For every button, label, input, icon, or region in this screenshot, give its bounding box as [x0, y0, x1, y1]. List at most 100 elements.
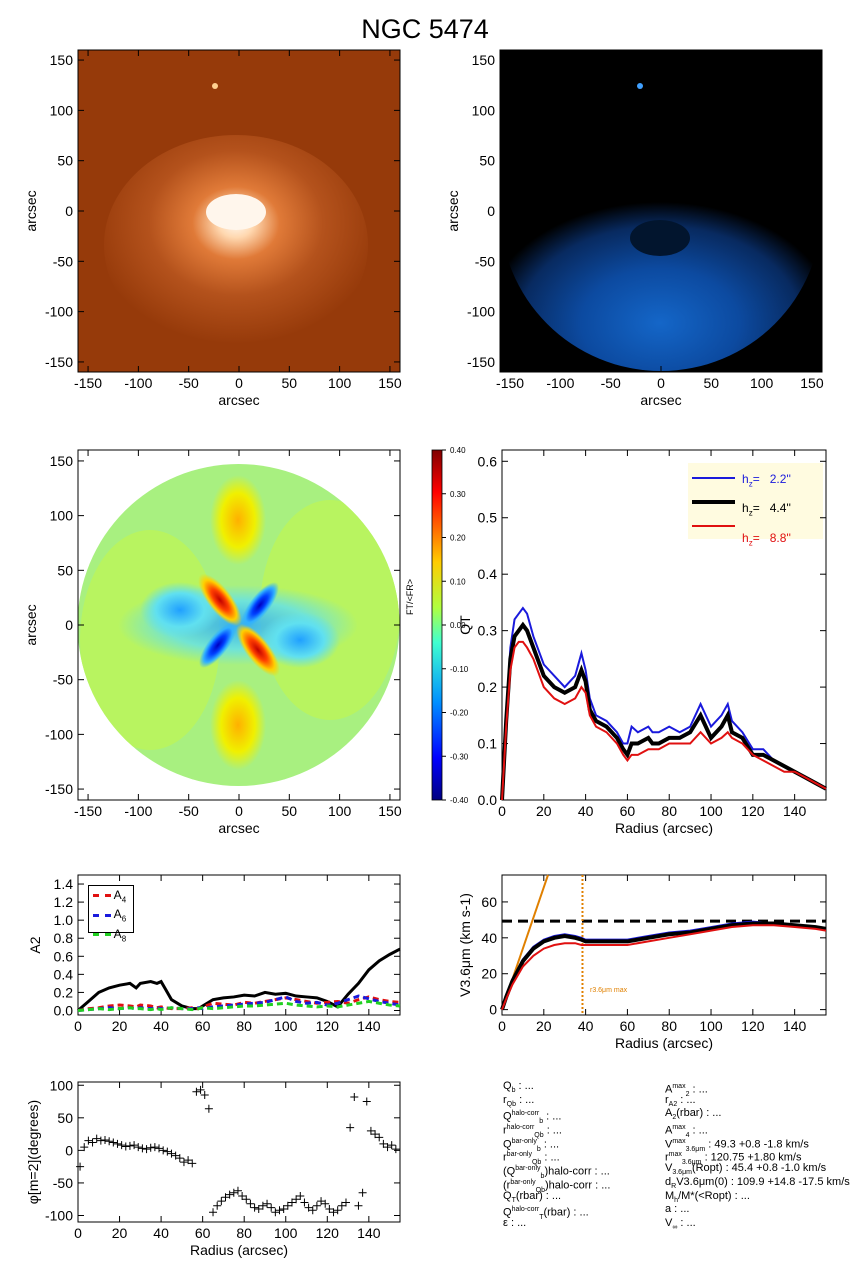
a2-series-A2 [77, 947, 401, 1012]
info-label: V [665, 1162, 673, 1175]
phase-point [196, 1085, 205, 1094]
rotation-curve-xtick-label: 120 [741, 1018, 765, 1034]
qt-profile-ytick-label: 0.2 [478, 679, 498, 695]
image-right-xtick-label: 100 [750, 375, 774, 391]
info-row: (rbar-onlyQb)halo-corr : ... [503, 1176, 610, 1194]
qt-profile-ytick-label: 0.4 [478, 566, 498, 582]
phase-point [242, 1195, 251, 1204]
phase-point [88, 1138, 97, 1147]
phase-point [329, 1208, 338, 1217]
image-right-xtick-label: 0 [657, 375, 665, 391]
qt-legend-entry-2: hz= 4.4'' [742, 501, 791, 518]
image-left-ytick-label: 50 [57, 153, 73, 169]
info-sub: 3.6μm [681, 1159, 702, 1167]
qt-series-4.4'' [500, 621, 827, 801]
qt-profile-xlabel: Radius (arcsec) [615, 820, 713, 836]
info-row: rbar-onlyQb : ... [503, 1148, 610, 1166]
image-right-xtick-label: 50 [704, 375, 720, 391]
qt-profile-ytick-label: 0.0 [478, 792, 498, 808]
phase-point [246, 1199, 255, 1208]
info-row: dRV3.6μm(0) : 109.9 +14.8 -17.5 km/s/kpc [665, 1176, 850, 1190]
phase-point [80, 1143, 89, 1152]
info-label: A [665, 1107, 673, 1120]
info-row: Mh/M*(<Ropt) : ... [665, 1190, 850, 1204]
colorbar-tick-label: -0.30 [450, 752, 469, 761]
fourier-amplitudes-ytick-label: 1.4 [54, 876, 74, 892]
fourier-amplitudes-frame [77, 874, 401, 1016]
fourier-amplitudes-ytick-label: 0.8 [54, 930, 74, 946]
a2-legend-entry-a8: A8 [93, 927, 129, 946]
torque-map-xtick-label: -100 [124, 803, 152, 819]
phase-point [371, 1130, 380, 1139]
colorbar-tick-label: -0.40 [450, 796, 469, 805]
rotation-curve-xtick-label: 60 [620, 1018, 636, 1034]
info-value: )halo-corr : ... [544, 1165, 610, 1178]
fourier-amplitudes-ytick-label: 1.2 [54, 894, 74, 910]
info-sub: 4 [685, 1131, 690, 1139]
phase-point [366, 1126, 375, 1135]
phase-point [312, 1201, 321, 1210]
figure-title: NGC 5474 [361, 14, 489, 44]
info-sub: b [536, 1145, 541, 1153]
info-row: Qhalo-corrb : ... [503, 1107, 610, 1125]
fourier-amplitudes-ytick-label: 0.6 [54, 948, 74, 964]
info-label: r [665, 1152, 669, 1165]
phase-point [283, 1201, 292, 1210]
rc-series-8.8'' [501, 924, 827, 1010]
info-row: (Qbar-onlyb)halo-corr : ... [503, 1162, 610, 1180]
qt-profile-xtick-label: 60 [620, 803, 636, 819]
info-value: : ... [677, 1093, 696, 1106]
info-row: Amax4 : ... [665, 1121, 850, 1139]
info-sub: T [539, 1214, 544, 1222]
rotation-curve-ylabel: V3.6μm (km s-1) [457, 893, 473, 997]
phase-point [213, 1201, 222, 1210]
info-label: a [665, 1203, 672, 1216]
phase-point [146, 1143, 155, 1152]
rotation-curve-ytick-label: 0 [489, 1002, 497, 1018]
torque-map-ytick-label: 100 [50, 508, 74, 524]
phase-point [209, 1208, 218, 1217]
phase-point [233, 1186, 242, 1195]
fourier-amplitudes-ytick-label: 0.0 [54, 1002, 74, 1018]
info-sub: 2 [685, 1090, 690, 1098]
info-sub: b [539, 1118, 544, 1126]
qt-legend-entry-1: hz= 2.2'' [742, 472, 791, 489]
info-value: : ... [689, 1083, 708, 1096]
info-sup: max [672, 1137, 686, 1145]
info-sub: h [674, 1196, 679, 1204]
fourier-amplitudes-ytick-label: 0.2 [54, 984, 74, 1000]
phase-point [229, 1188, 238, 1197]
phase-point [296, 1191, 305, 1200]
phase-point [254, 1204, 263, 1213]
phase-point [354, 1201, 363, 1210]
phase-profile-xtick-label: 20 [112, 1225, 128, 1241]
phase-point [383, 1143, 392, 1152]
phase-point [121, 1142, 130, 1151]
rc-series-4.4'' [500, 921, 827, 1011]
phase-profile-frame [77, 1081, 401, 1223]
phase-point [76, 1162, 85, 1171]
info-label: V [665, 1216, 673, 1229]
fourier-amplitudes-ytick-label: 1.0 [54, 912, 74, 928]
colorbar-tick-label: -0.20 [450, 709, 469, 718]
phase-point [346, 1123, 355, 1132]
phase-point [308, 1206, 317, 1215]
phase-profile-xtick-label: 120 [316, 1225, 340, 1241]
info-sup: halo-corr [511, 1206, 540, 1214]
image-left-ytick-label: -100 [45, 304, 73, 320]
info-sub: A2 [668, 1100, 678, 1108]
info-row: rA2 : ... [665, 1094, 850, 1108]
fourier-amplitudes-xtick-label: 60 [195, 1018, 211, 1034]
info-sub: 2 [672, 1114, 677, 1122]
rotation-curve-frame [501, 874, 827, 1016]
phase-point [375, 1133, 384, 1142]
info-row: rQb : ... [503, 1094, 610, 1108]
torque-map-xtick-label: 100 [328, 803, 352, 819]
image-right-ytick-label: -150 [467, 354, 495, 370]
phase-point [171, 1151, 180, 1160]
a2-legend: A4 A6 A8 [88, 885, 134, 943]
torque-map-ylabel: arcsec [23, 604, 39, 645]
image-left-ytick-label: 0 [65, 203, 73, 219]
image-right-ytick-label: 0 [487, 203, 495, 219]
